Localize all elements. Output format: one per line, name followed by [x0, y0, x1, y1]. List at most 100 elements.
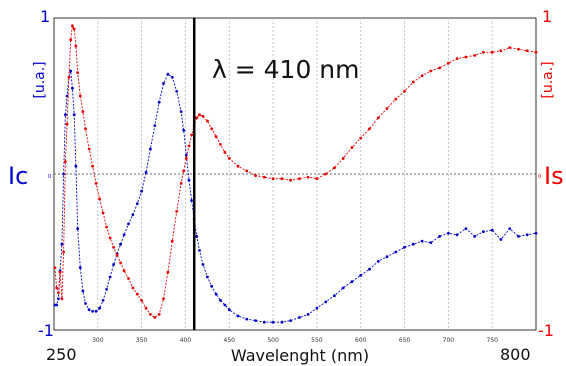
data-point-right — [482, 50, 485, 54]
data-point-right — [98, 197, 101, 201]
data-point-left — [245, 317, 249, 321]
data-point-right — [198, 113, 201, 117]
data-point-right — [55, 286, 58, 290]
data-point-left — [149, 147, 152, 151]
data-point-left — [455, 233, 459, 237]
data-point-right — [280, 177, 284, 181]
data-point-left — [490, 228, 494, 232]
data-point-left — [262, 320, 266, 324]
data-point-left — [306, 313, 310, 316]
data-point-left — [411, 242, 415, 246]
data-point-left — [473, 235, 477, 238]
data-point-right — [105, 225, 108, 229]
data-point-right — [534, 50, 538, 54]
data-point-right — [175, 210, 179, 213]
data-point-left — [429, 241, 433, 245]
data-point-left — [127, 222, 130, 226]
data-point-left — [210, 284, 214, 288]
data-point-right — [508, 46, 512, 49]
data-point-right — [157, 313, 161, 316]
data-point-left — [223, 303, 227, 307]
data-point-left — [254, 319, 257, 322]
data-point-left — [131, 213, 135, 217]
right-axis-top-label: 1 — [542, 7, 552, 26]
data-point-right — [289, 178, 292, 182]
x-tick-label: 300 — [92, 337, 104, 344]
data-point-right — [341, 157, 345, 160]
data-point-left — [376, 260, 380, 263]
data-point-right — [455, 57, 459, 60]
data-point-left — [499, 238, 503, 241]
data-point-right — [262, 175, 266, 179]
data-point-left — [219, 299, 222, 302]
data-point-left — [298, 316, 301, 319]
data-point-left — [84, 302, 87, 305]
data-point-right — [62, 250, 65, 254]
x-tick-label: 450 — [224, 337, 236, 344]
data-point-left — [315, 306, 319, 310]
data-point-right — [65, 122, 69, 126]
data-point-right — [108, 236, 112, 240]
data-point-left — [71, 86, 74, 90]
data-point-left — [108, 275, 112, 279]
data-point-right — [368, 127, 371, 131]
data-point-right — [184, 157, 188, 160]
data-point-left — [112, 263, 115, 266]
data-point-right — [122, 269, 126, 273]
data-point-left — [280, 320, 284, 324]
data-point-left — [140, 189, 144, 193]
data-point-left — [91, 309, 94, 313]
data-point-right — [254, 174, 257, 178]
x-tick-label: 600 — [355, 337, 367, 344]
data-point-left — [187, 178, 191, 182]
data-point-left — [122, 233, 126, 237]
data-point-right — [58, 270, 62, 274]
data-point-right — [195, 116, 199, 120]
data-point-left — [170, 75, 174, 79]
data-point-right — [72, 27, 76, 31]
data-point-left — [534, 231, 538, 235]
data-point-right — [350, 146, 354, 149]
data-point-right — [447, 61, 450, 65]
data-point-right — [438, 66, 441, 70]
data-point-left — [198, 249, 201, 252]
x-axis-start-label: 250 — [46, 345, 77, 364]
x-axis-title: Wavelenght (nm) — [231, 346, 369, 365]
data-point-left — [69, 69, 73, 73]
series-line-right — [54, 24, 537, 319]
data-point-left — [341, 286, 345, 290]
data-point-right — [201, 114, 205, 118]
data-point-left — [76, 227, 80, 231]
data-point-right — [394, 97, 398, 101]
data-point-left — [119, 242, 122, 246]
data-point-right — [74, 44, 78, 48]
data-point-left — [78, 266, 82, 269]
data-point-right — [140, 299, 144, 302]
x-axis-end-label: 800 — [500, 345, 531, 364]
data-point-right — [153, 316, 157, 319]
data-point-left — [157, 100, 161, 104]
data-point-left — [101, 299, 105, 302]
data-point-right — [223, 150, 227, 154]
data-point-left — [179, 110, 183, 113]
data-point-left — [438, 235, 441, 238]
data-point-right — [525, 49, 529, 53]
data-point-right — [57, 291, 60, 294]
data-point-right — [499, 49, 503, 53]
data-point-right — [403, 89, 406, 93]
data-point-right — [162, 297, 165, 301]
data-point-left — [333, 294, 336, 298]
annotation-label: λ = 410 nm — [212, 55, 360, 84]
data-point-left — [236, 314, 240, 318]
data-point-left — [81, 289, 85, 293]
right-axis-label: Is — [544, 162, 564, 190]
data-point-right — [60, 297, 64, 301]
data-point-right — [53, 266, 57, 269]
data-point-left — [201, 263, 205, 266]
data-point-left — [55, 303, 58, 307]
data-point-left — [464, 227, 468, 231]
data-point-right — [101, 211, 105, 215]
data-point-right — [84, 127, 87, 131]
data-point-right — [182, 169, 186, 173]
data-point-left — [182, 128, 186, 132]
